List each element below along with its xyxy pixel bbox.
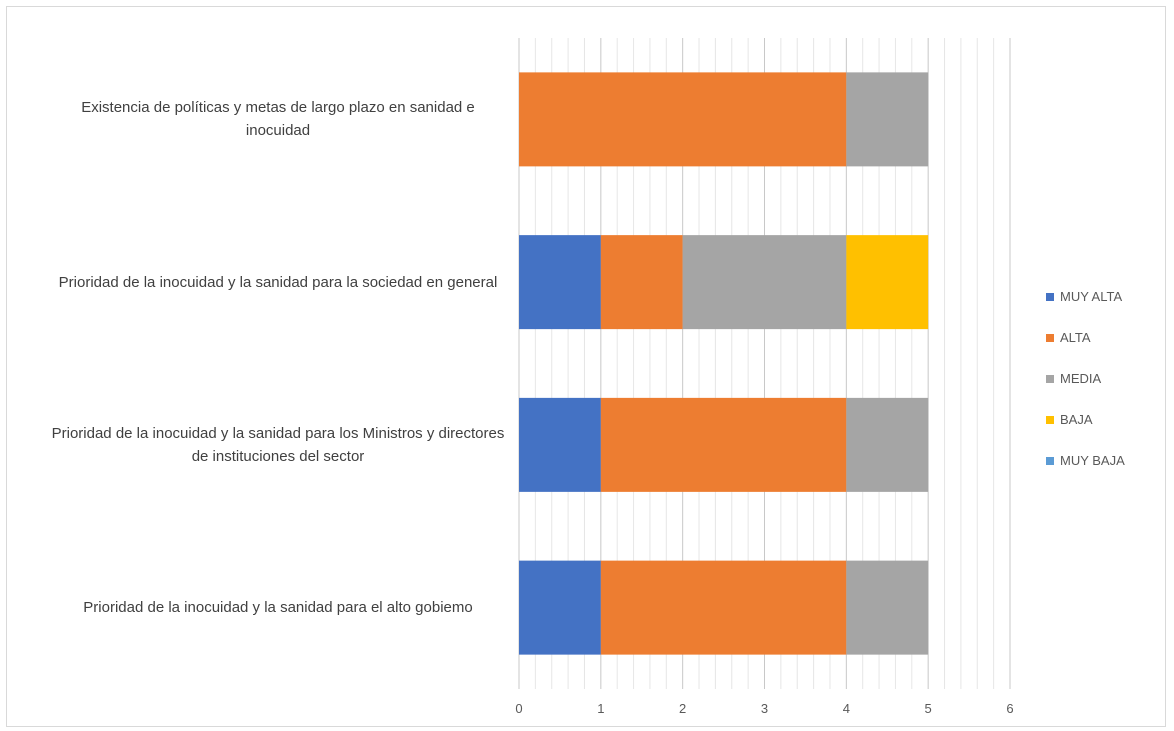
legend-swatch: [1046, 333, 1054, 342]
x-tick-label: 5: [925, 701, 932, 716]
x-tick-label: 0: [515, 701, 522, 716]
category-label: Prioridad de la inocuidad y la sanidad p…: [58, 273, 498, 291]
x-tick-label: 4: [843, 701, 850, 716]
legend-item: BAJA: [1046, 409, 1125, 430]
legend-swatch: [1046, 292, 1054, 301]
bar-segment: [600, 397, 847, 492]
legend-label: MUY BAJA: [1060, 453, 1125, 468]
bar-segment: [519, 397, 601, 492]
legend-item: MUY BAJA: [1046, 450, 1125, 471]
legend-label: MUY ALTA: [1060, 289, 1123, 304]
x-tick-label: 2: [679, 701, 686, 716]
legend-item: ALTA: [1046, 327, 1125, 348]
bar-segment: [846, 560, 929, 655]
bar-segment: [519, 72, 847, 167]
x-tick-label: 6: [1006, 701, 1013, 716]
bars: [519, 72, 929, 655]
bar-segment: [682, 235, 847, 330]
category-label: Prioridad de la inocuidad y la sanidad p…: [83, 599, 473, 617]
bar-segment: [846, 72, 929, 167]
bar-segment: [600, 560, 847, 655]
legend-label: MEDIA: [1060, 371, 1102, 386]
x-tick-label: 3: [761, 701, 768, 716]
legend: MUY ALTA ALTA MEDIA BAJA MUY BAJA: [1046, 286, 1125, 491]
bar-segment: [600, 235, 683, 330]
legend-item: MEDIA: [1046, 368, 1125, 389]
x-axis-ticks: 0 1 2 3 4 5 6: [515, 701, 1013, 716]
legend-swatch: [1046, 415, 1054, 424]
bar-segment: [846, 235, 929, 330]
x-tick-label: 1: [597, 701, 604, 716]
bar-segment: [519, 235, 601, 330]
bar-segment: [846, 397, 929, 492]
bar-segment: [519, 560, 601, 655]
category-label: Existencia de políticas y metas de largo…: [81, 99, 475, 140]
legend-label: ALTA: [1060, 330, 1091, 345]
category-label: Prioridad de la inocuidad y la sanidad p…: [51, 424, 505, 465]
legend-swatch: [1046, 374, 1054, 383]
legend-label: BAJA: [1060, 412, 1093, 427]
legend-swatch: [1046, 456, 1054, 465]
legend-item: MUY ALTA: [1046, 286, 1125, 307]
